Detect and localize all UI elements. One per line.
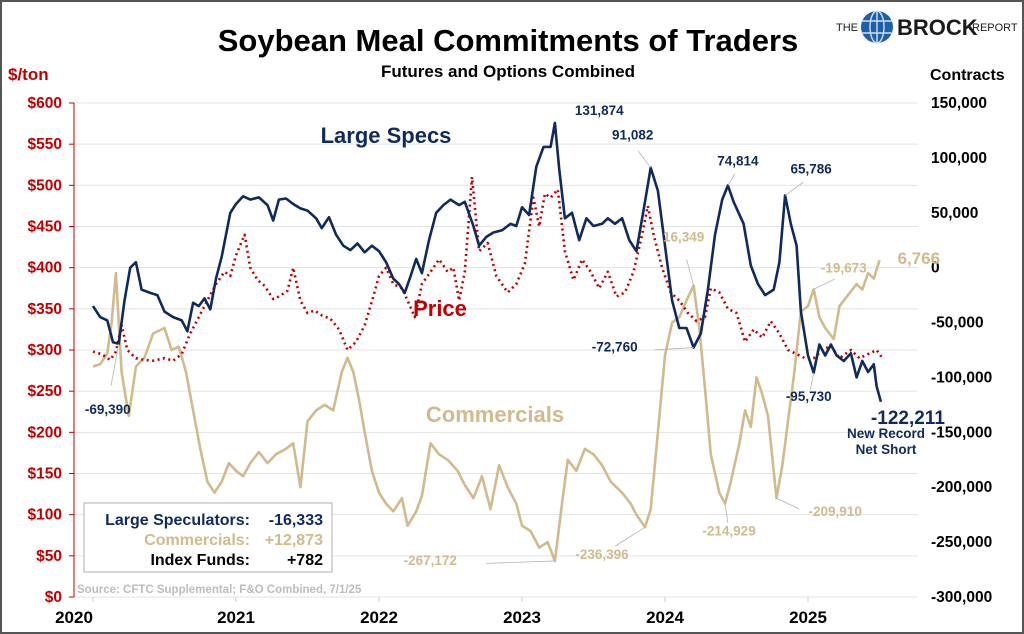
source-note: Source: CFTC Supplemental; F&O Combined,… xyxy=(77,584,362,596)
left-tick-label: $250 xyxy=(28,383,62,400)
data-label: 131,874 xyxy=(575,103,624,118)
leader-line xyxy=(727,173,736,186)
left-tick-label: $0 xyxy=(45,589,62,606)
leader-line xyxy=(784,181,804,196)
left-tick-label: $100 xyxy=(28,507,62,524)
right-axis-title: Contracts xyxy=(930,67,1005,84)
data-label: 16,349 xyxy=(663,230,704,245)
leader-line xyxy=(110,343,120,386)
right-tick-label: -250,000 xyxy=(931,534,992,551)
data-label: 91,082 xyxy=(612,128,653,143)
leader-line xyxy=(614,526,646,547)
legend-value-large-speculators: -16,333 xyxy=(269,512,323,529)
data-label: -69,390 xyxy=(85,402,131,417)
leader-line xyxy=(724,503,729,523)
x-tick-label: 2020 xyxy=(55,608,93,627)
series-line-large-specs xyxy=(91,121,883,403)
leader-line xyxy=(813,278,835,290)
x-tick-label: 2021 xyxy=(217,608,255,627)
series-line-price xyxy=(92,175,884,362)
left-tick-label: $600 xyxy=(28,95,62,112)
left-tick-label: $450 xyxy=(28,219,62,236)
right-tick-label: 50,000 xyxy=(931,205,978,222)
globe-icon xyxy=(861,10,893,44)
right-tick-label: 150,000 xyxy=(931,95,987,112)
data-label: 65,786 xyxy=(790,161,832,176)
right-y-ticks: -300,000 -250,000 -200,000 -150,000 -100,000… xyxy=(931,95,992,606)
data-label: -267,172 xyxy=(404,553,457,568)
data-label: -236,396 xyxy=(575,547,629,562)
data-label: -19,673 xyxy=(821,260,867,275)
data-label: -72,760 xyxy=(592,340,638,355)
logo-name: BROCK xyxy=(897,15,978,40)
right-tick-label: -150,000 xyxy=(931,424,992,441)
series-lines xyxy=(91,121,884,563)
right-tick-label: -100,000 xyxy=(931,369,992,386)
legend-value-commercials: +12,873 xyxy=(265,532,323,549)
legend-label-large-speculators: Large Speculators: xyxy=(105,512,250,529)
left-tick-label: $350 xyxy=(28,301,62,318)
price-label: Price xyxy=(413,296,467,321)
logo-prefix: THE xyxy=(836,22,858,34)
data-label: 74,814 xyxy=(717,154,759,169)
x-tick-label: 2024 xyxy=(646,608,684,627)
leader-line xyxy=(686,259,694,286)
record-note-line1: New Record xyxy=(847,426,925,441)
leader-line xyxy=(776,497,800,510)
record-note-line2: Net Short xyxy=(856,442,917,457)
chart-title: Soybean Meal Commitments of Traders xyxy=(218,23,799,58)
left-tick-label: $200 xyxy=(28,424,62,441)
leader-line xyxy=(654,347,694,351)
large-specs-label: Large Specs xyxy=(321,123,452,148)
legend-label-index-funds: Index Funds: xyxy=(150,552,250,569)
left-tick-label: $50 xyxy=(36,548,62,565)
leader-line xyxy=(809,372,815,390)
left-y-ticks: $0 $50 $100 $150 $200 $250 $300 $350 $400 $450 $50… xyxy=(28,95,74,606)
annotations: 131,874 91,082 74,814 65,786 -69,390 -72,760 -… xyxy=(85,103,945,568)
left-tick-label: $550 xyxy=(28,136,62,153)
leader-line xyxy=(637,150,652,168)
data-label: -95,730 xyxy=(786,389,832,404)
data-label: 6,766 xyxy=(898,249,941,268)
x-tick-label: 2025 xyxy=(789,608,827,627)
right-tick-label: -300,000 xyxy=(931,589,992,606)
left-tick-label: $500 xyxy=(28,177,62,194)
series-line-commercials xyxy=(92,259,881,563)
data-label: -122,211 xyxy=(871,408,945,429)
x-tick-label: 2023 xyxy=(503,608,541,627)
legend-value-index-funds: +782 xyxy=(287,552,323,569)
commercials-label: Commercials xyxy=(426,402,564,427)
right-tick-label: -200,000 xyxy=(931,479,992,496)
right-tick-label: 0 xyxy=(931,260,940,277)
brock-report-logo: THE BROCK REPORT xyxy=(836,10,1018,44)
x-tick-label: 2022 xyxy=(360,608,398,627)
legend-box: Large Speculators: -16,333 Commercials: … xyxy=(83,502,333,573)
left-tick-label: $400 xyxy=(28,260,62,277)
right-tick-label: -50,000 xyxy=(931,315,984,332)
chart-subtitle: Futures and Options Combined xyxy=(381,62,635,81)
data-label: -209,910 xyxy=(809,504,862,519)
left-axis-title: $/ton xyxy=(8,65,49,84)
data-label: -214,929 xyxy=(702,524,755,539)
leader-line xyxy=(486,560,555,564)
left-tick-label: $150 xyxy=(28,466,62,483)
right-tick-label: 100,000 xyxy=(931,150,987,167)
left-tick-label: $300 xyxy=(28,342,62,359)
x-ticks: 2020 2021 2022 2023 2024 2025 xyxy=(55,597,827,627)
logo-suffix: REPORT xyxy=(972,22,1018,34)
gridlines xyxy=(74,102,918,598)
legend-label-commercials: Commercials: xyxy=(144,532,250,549)
